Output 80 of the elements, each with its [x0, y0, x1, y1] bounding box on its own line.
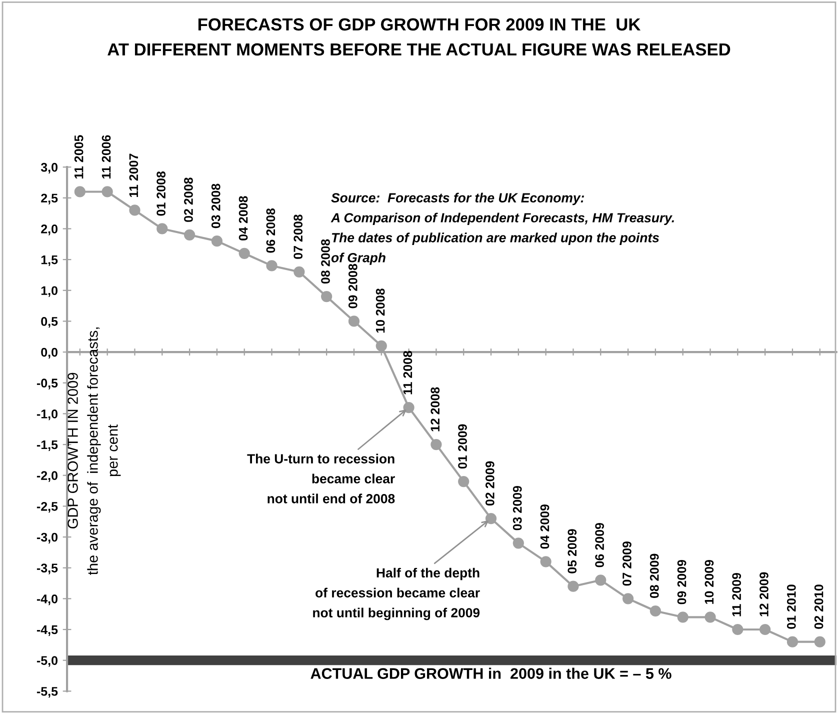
point	[595, 574, 606, 586]
x-tick-label: 02 2008	[184, 178, 193, 222]
annotation: Half of the depth of recession became clear not until beginning of 2009	[313, 568, 480, 620]
point	[760, 624, 771, 636]
x-tick-label: 08 2008	[321, 239, 330, 284]
x-tick-label: 09 2008	[348, 264, 358, 308]
y-tick-label: 2,5	[41, 194, 58, 204]
x-tick-label: 11 2005	[74, 135, 84, 178]
x-tick-label: 12 2008	[430, 387, 440, 432]
y-tick-label: -3,5	[36, 564, 58, 574]
x-tick-label: 05 2009	[568, 529, 577, 574]
point	[74, 186, 86, 198]
annotation: Source: Forecasts for the UK Economy: A Comparison of Independent Forecasts, HM Treasury. The dates of publication are marked upon the points of Graph	[330, 192, 674, 265]
x-tick-label: 10 2009	[704, 560, 714, 604]
x-tick-label: 04 2008	[238, 196, 248, 240]
point	[485, 512, 497, 524]
x-tick-label: 02 2009	[486, 461, 494, 506]
point	[814, 636, 826, 648]
y-tick-label: 1,0	[41, 286, 58, 297]
y-tick-label: -1,0	[36, 410, 58, 420]
point	[376, 340, 387, 352]
x-tick-label: 03 2008	[211, 184, 220, 228]
y-tick-label: 0,5	[41, 317, 58, 328]
y-tick-label: 3,0	[40, 162, 58, 174]
x-tick-label: 06 2008	[266, 208, 276, 253]
point	[266, 260, 278, 272]
x-tick-label: 09 2009	[677, 560, 686, 604]
x-tick-label: 02 2010	[814, 584, 824, 629]
point	[512, 538, 524, 549]
y-tick-label: 1,5	[41, 255, 58, 266]
x-tick-label: 03 2009	[512, 486, 522, 530]
annotation: The U-turn to recession became clear not until end of 2008	[247, 454, 395, 504]
x-tick-label: 04 2009	[540, 504, 550, 549]
y-tick-label: -1,5	[36, 440, 58, 451]
y-tick-label: -5,5	[36, 687, 58, 698]
x-tick-label: 08 2009	[650, 554, 659, 598]
point	[348, 316, 360, 327]
point	[622, 593, 634, 604]
y-tick-label: -5,0	[36, 656, 58, 667]
y-tick-label: -4,0	[36, 594, 58, 606]
point	[156, 223, 168, 234]
point	[568, 580, 579, 592]
x-tick-label: 11 2007	[129, 154, 138, 197]
x-tick-label: 01 2008	[156, 171, 166, 216]
x-tick-label: 11 2008	[403, 350, 412, 394]
point	[704, 612, 716, 623]
y-tick-label: 0,0	[41, 348, 58, 359]
y-tick-label: 2,0	[41, 224, 58, 236]
y-tick-label: -2,5	[36, 502, 58, 513]
point	[294, 266, 305, 278]
x-tick-label: 11 2006	[102, 135, 111, 178]
x-tick-label: 07 2008	[294, 214, 303, 259]
point	[732, 624, 744, 636]
x-tick-label: 07 2009	[622, 541, 632, 586]
point	[650, 605, 661, 617]
x-tick-label: 10 2008	[376, 288, 385, 333]
y-tick-label: -2,0	[36, 471, 58, 482]
point	[129, 204, 140, 216]
y-tick-label: -3,0	[36, 532, 58, 544]
point	[430, 438, 442, 450]
point	[540, 556, 552, 568]
point	[786, 636, 798, 648]
x-tick-label: 06 2009	[595, 522, 604, 568]
chart-title: FORECASTS OF GDP GROWTH FOR 2009 IN THE UK AT DIFFERENT MOMENTS BEFORE THE ACTUAL FIGURE WAS RELEASED	[108, 18, 730, 56]
y-tick-label: -0,5	[36, 378, 58, 390]
x-tick-label: 12 2009	[760, 572, 768, 616]
x-tick-label: 11 2009	[732, 572, 742, 616]
x-tick-label: 01 2009	[458, 424, 467, 469]
point	[458, 476, 470, 488]
point	[238, 248, 250, 259]
y-tick-label: -4,5	[36, 625, 58, 636]
point	[211, 236, 223, 247]
ref-line-label: ACTUAL GDP GROWTH in 2009 in the UK = – 5 %	[310, 668, 672, 679]
y-axis-title: GDP GROWTH IN 2009 the average of independent forecasts, per cent	[68, 328, 121, 575]
point	[403, 402, 414, 414]
point	[677, 612, 688, 623]
point	[102, 186, 113, 198]
point	[321, 291, 332, 302]
point	[184, 229, 196, 240]
x-tick-label: 01 2010	[786, 584, 796, 629]
